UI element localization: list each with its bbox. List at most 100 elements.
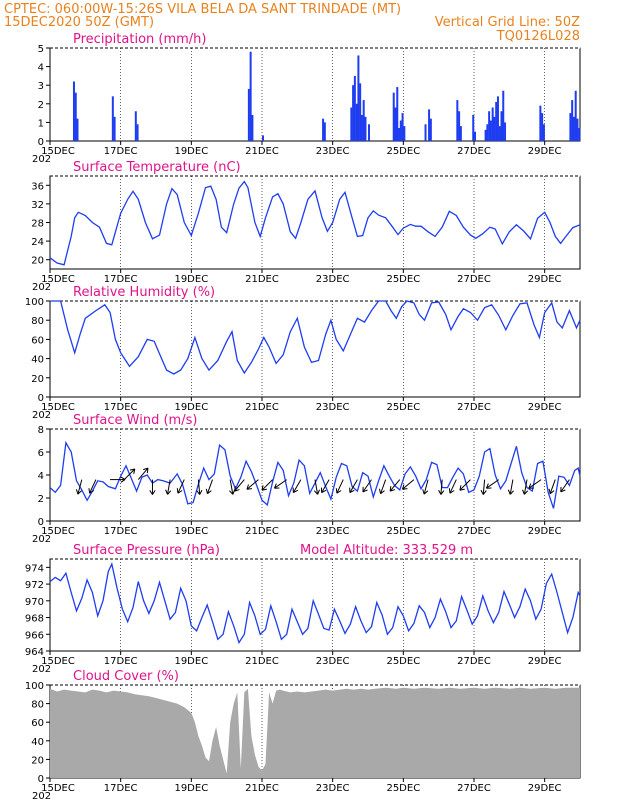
humidity-ytick-80: 80 [31,316,44,327]
wind-arrow-head-12 [246,484,252,490]
wind-arrow-32 [528,479,542,489]
wind-arrow-4 [137,467,149,480]
temperature-panel: 15DEC 17DEC 19DEC 21DEC 23DEC 25DEC 27DEC 29DEC… [31,160,581,293]
wind-arrow-head-4 [143,467,149,474]
wind-arrow-33 [549,479,556,494]
precipitation-xtick-29dec: 29DEC [528,146,562,157]
precipitation-bar-29 [403,126,406,141]
precipitation-bar-16 [355,103,358,141]
humidity-ytick-60: 60 [31,335,44,346]
pressure-xtick-21dec: 21DEC [245,656,279,667]
precipitation-bar-36 [472,114,475,141]
wind-ytick-8: 8 [38,425,44,436]
wind-arrow-25 [440,479,443,495]
precipitation-ytick-5: 5 [38,44,44,55]
cloud-area [50,687,580,778]
humidity-xtick-25dec: 25DEC [386,402,420,413]
precipitation-bar-30 [424,124,427,141]
humidity-ytick-20: 20 [31,374,44,385]
wind-arrow-head-21 [378,488,385,495]
wind-line [49,440,581,509]
pressure-xtick-23dec: 23DEC [316,656,350,667]
temperature-xtick-29dec: 29DEC [528,274,562,285]
wind-arrow-9 [206,479,214,494]
wind-arrow-11 [234,479,245,492]
header-run-id: TQ0126L028 [496,29,580,44]
wind-arrow-17 [321,479,330,493]
wind-arrow-16 [314,479,319,495]
pressure-subtitle: Model Altitude: 333.529 m [300,543,473,558]
wind-title: Surface Wind (m/s) [73,413,197,428]
precipitation-bar-4 [113,116,116,141]
wind-xtick-15dec: 15DEC [41,526,75,537]
temperature-line [49,180,581,266]
wind-arrow-21 [380,479,387,494]
pressure-panel: 15DEC 17DEC 19DEC 21DEC 23DEC 25DEC 27DEC 29DEC… [25,543,581,675]
wind-arrow-head-18 [335,488,342,494]
precipitation-xtick-23dec: 23DEC [316,146,350,157]
cloud-ytick-80: 80 [31,700,44,711]
precipitation-xtick-21dec: 21DEC [245,146,279,157]
precipitation-bar-43 [493,116,496,141]
cloud-xtick-25dec: 25DEC [386,783,420,794]
precipitation-bar-2 [76,118,79,141]
temperature-xtick-21dec: 21DEC [245,274,279,285]
humidity-xtick-21dec: 21DEC [245,402,279,413]
wind-arrow-7 [177,479,185,494]
wind-arrow-20 [362,479,372,493]
precipitation-xtick-25dec: 25DEC [386,146,420,157]
humidity-xtick-29dec: 29DEC [528,402,562,413]
precipitation-bar-35 [459,126,462,141]
precipitation-bar-54 [571,100,574,141]
cloud-title: Cloud Cover (%) [73,669,179,684]
precipitation-bar-9 [251,114,254,141]
wind-arrow-27 [459,479,471,491]
precipitation-bar-23 [392,92,395,141]
wind-arrow-head-5 [149,490,156,495]
wind-arrow-10 [229,479,234,495]
pressure-ytick-966: 966 [25,630,44,641]
precipitation-bar-21 [364,116,367,141]
pressure-line [49,561,581,645]
wind-arrow-head-13 [261,485,267,491]
humidity-title: Relative Humidity (%) [73,285,215,300]
precipitation-bar-25 [396,87,399,141]
temperature-xtick-25dec: 25DEC [386,274,420,285]
precipitation-bar-14 [352,85,355,141]
wind-arrow-28 [482,479,486,495]
wind-panel: 15DEC 17DEC 19DEC 21DEC 23DEC 25DEC 27DEC 29DEC… [32,413,581,545]
temperature-xtick-19dec: 19DEC [174,274,208,285]
wind-xtick-25dec: 25DEC [386,526,420,537]
wind-arrow-0 [77,479,83,495]
wind-arrow-head-16 [313,489,320,495]
wind-arrow-head-22 [389,486,396,492]
cloud-xtick-27dec: 27DEC [457,783,491,794]
wind-xtick-19dec: 19DEC [174,526,208,537]
precipitation-bar-50 [539,105,542,141]
pressure-xtick-29dec: 29DEC [528,656,562,667]
wind-arrow-3 [123,468,136,480]
wind-xtick-27dec: 27DEC [457,526,491,537]
precipitation-bar-39 [486,124,489,141]
pressure-ytick-972: 972 [25,580,44,591]
wind-arrow-13 [261,479,273,491]
wind-arrow-head-6 [165,489,172,495]
precipitation-bar-6 [136,124,139,141]
wind-arrow-19 [349,479,358,493]
wind-arrow-30 [509,479,514,495]
cloud-xtick-15dec: 15DEC [41,783,75,794]
precipitation-bar-8 [249,51,252,141]
precipitation-ytick-4: 4 [38,63,44,74]
wind-arrow-head-24 [422,489,429,495]
wind-arrow-head-30 [507,489,515,495]
wind-arrow-head-32 [528,483,534,489]
wind-arrow-head-14 [273,483,280,489]
wind-arrow-24 [423,479,429,495]
precipitation-bar-5 [134,111,137,141]
temperature-ytick-24: 24 [31,237,44,248]
precipitation-year-fragment: 202 [32,154,51,165]
cloud-ytick-60: 60 [31,718,44,729]
humidity-xtick-19dec: 19DEC [174,402,208,413]
precipitation-bar-57 [576,118,579,141]
precipitation-ytick-0: 0 [38,137,44,148]
